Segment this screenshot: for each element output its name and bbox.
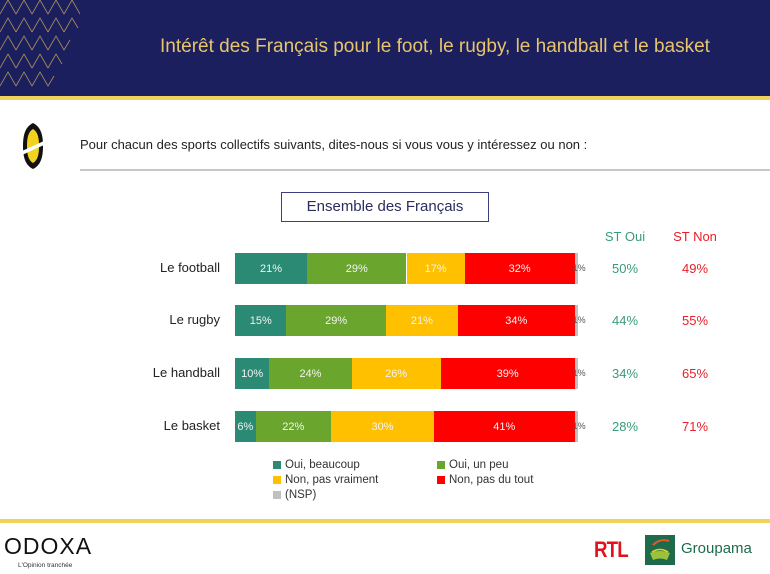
bar-segment-oui_un_peu: 22% [255, 411, 332, 442]
bar-segment-oui_un_peu: 29% [286, 305, 386, 336]
page-title: Intérêt des Français pour le foot, le ru… [160, 36, 710, 57]
st-oui-value: 28% [611, 419, 639, 434]
data-label: 30% [371, 420, 394, 433]
data-label: 29% [345, 262, 368, 275]
category-label: Le rugby [169, 312, 220, 327]
legend-swatch [437, 476, 445, 484]
bar-segment-non_pas_vraiment: 30% [331, 411, 434, 442]
odoxa-mark-icon [22, 123, 44, 169]
bar-segment-oui_beaucoup: 10% [235, 358, 270, 389]
footer-accent-band [0, 519, 770, 523]
bar-segment-non_pas_vraiment: 21% [385, 305, 458, 336]
data-label: 1% [572, 315, 586, 325]
header-accent-band [0, 96, 770, 100]
divider [80, 169, 770, 171]
bar-segment-oui_beaucoup: 21% [235, 253, 308, 284]
bar-segment-non_pas_du_tout: 41% [433, 411, 575, 442]
category-label: Le basket [163, 418, 220, 433]
st-non-value: 55% [681, 313, 709, 328]
legend-item-oui-beaucoup: Oui, beaucoup [273, 459, 360, 471]
legend-label: Oui, beaucoup [285, 459, 360, 471]
st-non-value: 49% [681, 261, 709, 276]
data-label: 15% [249, 314, 272, 327]
bar-segment-nsp: 1% [573, 358, 586, 389]
bar-segment-non_pas_du_tout: 32% [464, 253, 575, 284]
legend-item-non-pas-vraiment: Non, pas vraiment [273, 474, 378, 486]
st-oui-value: 34% [611, 366, 639, 381]
st-non-value: 65% [681, 366, 709, 381]
legend-item-nsp: (NSP) [273, 489, 316, 501]
data-label: 22% [282, 420, 305, 433]
groupama-emblem-icon [645, 535, 675, 565]
legend-item-non-pas-du-tout: Non, pas du tout [437, 474, 533, 486]
bar-segment-non_pas_du_tout: 34% [457, 305, 575, 336]
data-label: 29% [325, 314, 348, 327]
data-label: 21% [259, 262, 283, 275]
bar-segment-oui_beaucoup: 15% [235, 305, 287, 336]
category-label: Le football [160, 260, 220, 275]
legend-swatch [273, 491, 281, 499]
data-label: 6% [237, 420, 254, 433]
st-oui-value: 44% [611, 313, 639, 328]
bar-segment-nsp: 1% [573, 253, 586, 284]
st-non-value: 71% [681, 419, 709, 434]
st-oui-value: 50% [611, 261, 639, 276]
chevron-pattern-decoration [0, 0, 80, 87]
bar-segment-nsp: 1% [573, 305, 586, 336]
bar-segment-non_pas_vraiment: 17% [406, 253, 465, 284]
data-label: 34% [505, 314, 528, 327]
legend-label: Oui, un peu [449, 459, 509, 471]
legend-swatch [437, 461, 445, 469]
odoxa-tagline: L'Opinion tranchée [18, 562, 73, 569]
data-label: 24% [299, 367, 322, 380]
data-label: 39% [496, 367, 519, 380]
bar-segment-oui_un_peu: 24% [269, 358, 352, 389]
data-label: 10% [241, 367, 264, 380]
st-non-header: ST Non [673, 229, 717, 244]
bar-segment-nsp: 1% [573, 411, 586, 442]
legend-label: (NSP) [285, 489, 317, 501]
subset-label: Ensemble des Français [281, 192, 489, 222]
data-label: 41% [493, 420, 516, 433]
header-banner: Intérêt des Français pour le foot, le ru… [0, 0, 770, 96]
legend-label: Non, pas vraiment [285, 474, 379, 486]
survey-question: Pour chacun des sports collectifs suivan… [80, 137, 588, 152]
data-label: 1% [572, 263, 586, 273]
groupama-logo: Groupama [681, 540, 752, 557]
legend-swatch [273, 461, 281, 469]
data-label: 1% [572, 421, 586, 431]
odoxa-logo: ODOXA [4, 533, 93, 559]
data-label: 21% [410, 314, 433, 327]
category-label: Le handball [152, 365, 220, 380]
bar-segment-oui_beaucoup: 6% [235, 411, 256, 442]
legend-label: Non, pas du tout [449, 474, 534, 486]
legend-swatch [273, 476, 281, 484]
bar-segment-non_pas_vraiment: 26% [351, 358, 441, 389]
data-label: 17% [424, 262, 447, 275]
data-label: 26% [385, 367, 408, 380]
legend-item-oui-un-peu: Oui, un peu [437, 459, 508, 471]
rtl-logo: RTL [594, 537, 629, 562]
bar-segment-oui_un_peu: 29% [307, 253, 407, 284]
st-oui-header: ST Oui [604, 229, 646, 244]
bar-segment-non_pas_du_tout: 39% [440, 358, 575, 389]
data-label: 1% [572, 368, 586, 378]
data-label: 32% [508, 262, 531, 275]
